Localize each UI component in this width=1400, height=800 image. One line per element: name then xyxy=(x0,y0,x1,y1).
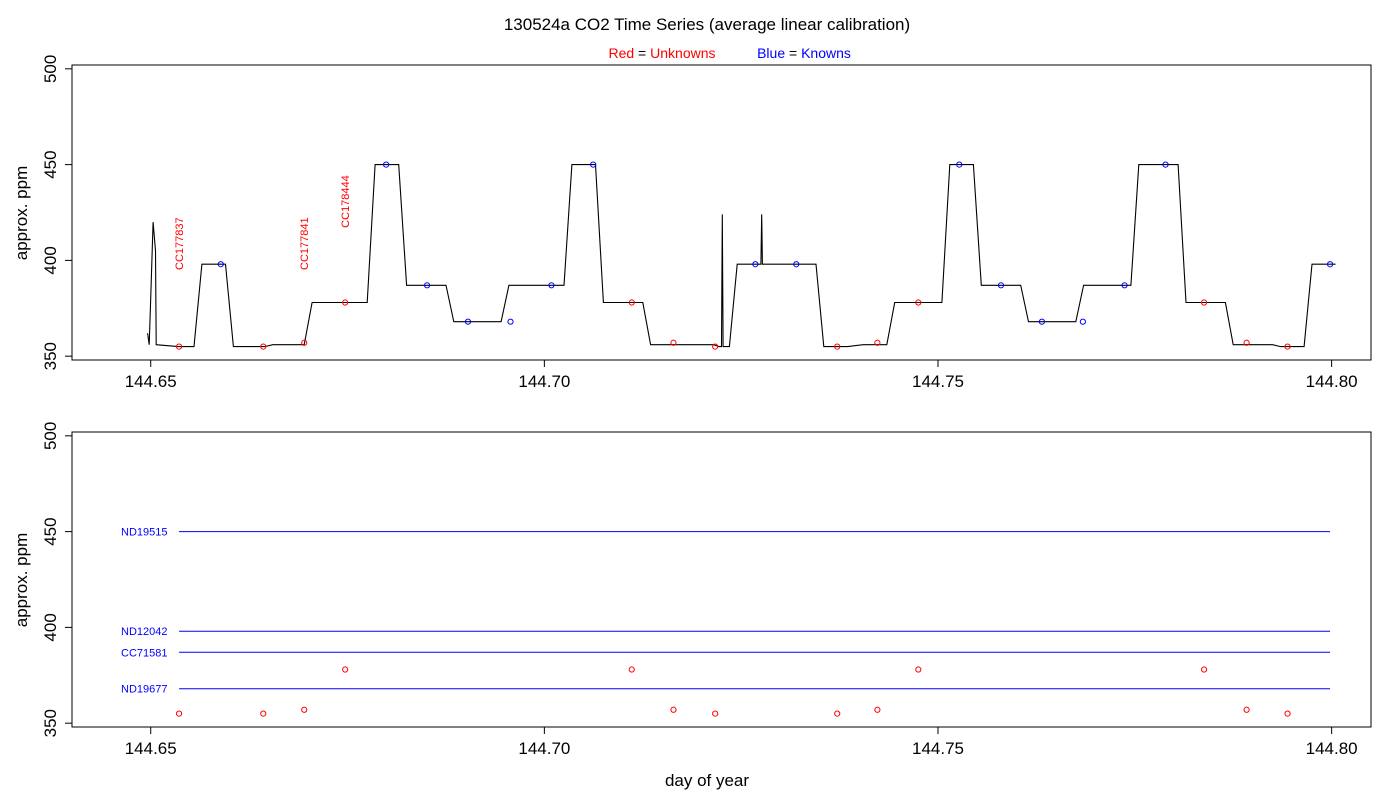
known-point xyxy=(1079,318,1086,325)
known-point xyxy=(1162,161,1169,168)
top-y-tick-label: 400 xyxy=(41,246,60,274)
unknown-point xyxy=(342,666,349,673)
unknown-point xyxy=(915,666,922,673)
known-point xyxy=(997,282,1005,289)
unknown-point xyxy=(670,706,677,713)
unknown-point xyxy=(874,339,881,346)
unknown-point xyxy=(1200,666,1208,673)
bottom-y-tick-label: 500 xyxy=(41,422,60,450)
known-point xyxy=(548,282,555,289)
bottom-y-tick-label: 450 xyxy=(41,517,60,545)
known-point xyxy=(464,318,472,325)
unknown-point xyxy=(1284,710,1291,717)
unknown-point xyxy=(712,343,719,350)
legend-blue-label: Blue xyxy=(757,45,785,61)
bottom-y-axis-label: approx. ppm xyxy=(12,533,31,628)
known-point xyxy=(1121,282,1128,289)
legend-red-eq: = xyxy=(634,45,650,61)
unknown-tank-label: CC177841 xyxy=(299,217,311,270)
known-point xyxy=(793,261,800,268)
top-x-tick-label: 144.75 xyxy=(912,372,964,391)
known-point xyxy=(217,261,224,268)
unknown-point xyxy=(301,706,308,713)
known-point xyxy=(423,282,431,289)
unknown-point xyxy=(1284,343,1291,350)
bottom-x-tick-label: 144.70 xyxy=(518,739,570,758)
known-point xyxy=(752,261,759,268)
legend-unknowns: Red = Unknowns xyxy=(608,45,715,61)
bottom-y-tick-label: 350 xyxy=(41,709,60,737)
legend-red-label: Red xyxy=(608,45,634,61)
unknown-point xyxy=(260,710,267,717)
top-panel-frame xyxy=(71,64,1372,361)
reference-line-label: CC71581 xyxy=(121,647,167,659)
unknown-point xyxy=(712,710,719,717)
unknown-point xyxy=(342,299,349,306)
unknown-point xyxy=(175,343,183,350)
unknown-point xyxy=(1243,706,1250,713)
unknown-point xyxy=(874,706,881,713)
co2-trace-line xyxy=(147,164,1336,348)
chart-title: 130524a CO2 Time Series (average linear … xyxy=(504,15,910,34)
known-point xyxy=(1326,261,1334,268)
legend-blue-name: Knowns xyxy=(801,45,851,61)
bottom-y-tick-label: 400 xyxy=(41,613,60,641)
unknown-tank-label: CC177837 xyxy=(174,217,186,270)
unknown-point xyxy=(1200,299,1208,306)
unknown-point xyxy=(301,339,308,346)
top-panel: 144.65 144.70 144.75 144.80 350 400 450 500 CC17… xyxy=(41,55,1358,391)
top-x-tick-label: 144.70 xyxy=(518,372,570,391)
known-point xyxy=(383,161,390,168)
bottom-x-tick-label: 144.75 xyxy=(912,739,964,758)
legend-red-name: Unknowns xyxy=(650,45,715,61)
top-y-tick-label: 350 xyxy=(41,342,60,370)
known-point xyxy=(1038,318,1046,325)
unknown-point xyxy=(834,343,841,350)
unknown-point xyxy=(628,666,635,673)
unknown-point xyxy=(175,710,183,717)
bottom-panel-frame xyxy=(71,431,1372,728)
top-x-tick-label: 144.80 xyxy=(1306,372,1358,391)
unknown-tank-label: CC178444 xyxy=(340,175,352,228)
bottom-x-tick-label: 144.80 xyxy=(1306,739,1358,758)
top-y-axis-label: approx. ppm xyxy=(12,166,31,261)
unknown-point xyxy=(628,299,635,306)
known-point xyxy=(956,161,963,168)
top-x-tick-label: 144.65 xyxy=(125,372,177,391)
unknown-point xyxy=(1243,339,1250,346)
legend-blue-eq: = xyxy=(785,45,801,61)
bottom-x-tick-label: 144.65 xyxy=(125,739,177,758)
unknown-point xyxy=(915,299,922,306)
unknown-point xyxy=(670,339,677,346)
unknown-point xyxy=(260,343,267,350)
unknown-point xyxy=(834,710,841,717)
x-axis-label: day of year xyxy=(665,771,749,790)
reference-line-label: ND19677 xyxy=(121,684,167,696)
top-y-tick-label: 500 xyxy=(41,55,60,83)
bottom-panel: 144.65 144.70 144.75 144.80 350 400 450 500 ND19… xyxy=(41,422,1358,758)
legend-knowns: Blue = Knowns xyxy=(757,45,851,61)
top-y-tick-label: 450 xyxy=(41,150,60,178)
reference-line-label: ND19515 xyxy=(121,527,167,539)
reference-line-label: ND12042 xyxy=(121,626,167,638)
known-point xyxy=(507,318,514,325)
known-point xyxy=(590,161,597,168)
